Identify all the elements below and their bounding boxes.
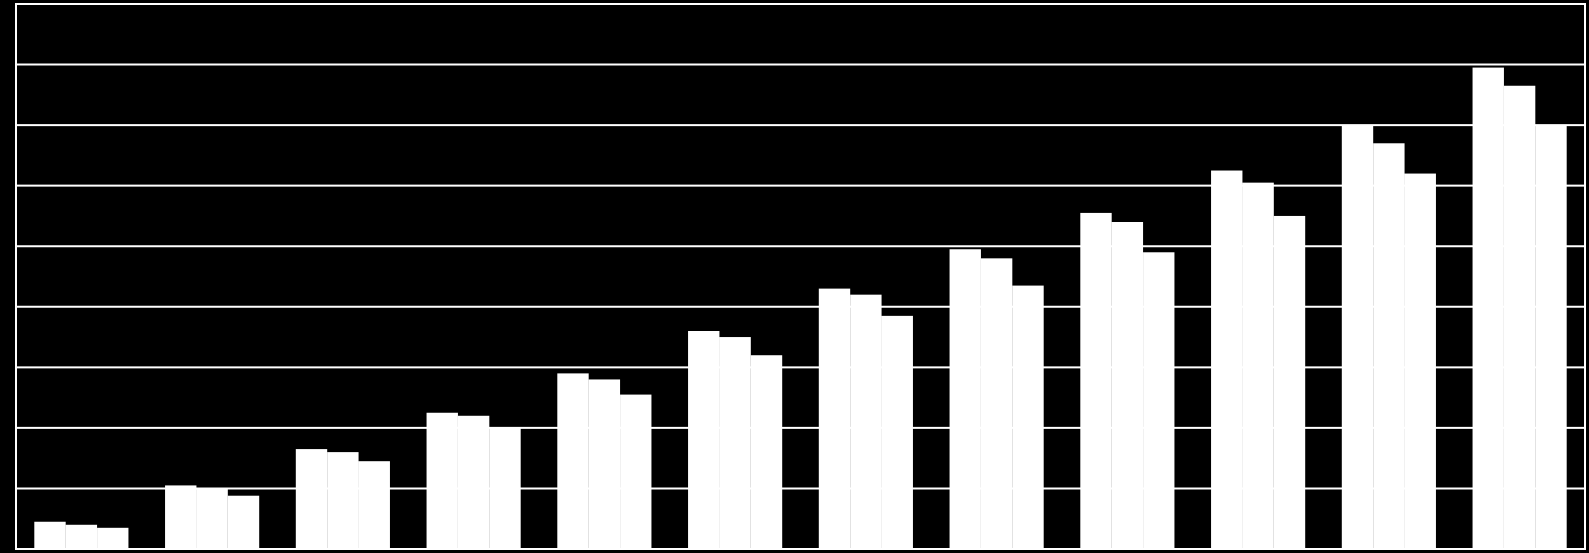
bar [1012,286,1043,549]
bar [296,449,327,549]
bar [1143,252,1174,549]
bar [1274,216,1305,549]
bar [458,416,489,549]
bar [557,373,588,549]
bar [1242,183,1273,549]
bar [1342,125,1373,549]
bar [359,461,390,549]
bar [981,258,1012,549]
bar [97,528,128,549]
bar [327,452,358,549]
bar [819,289,850,549]
bar [1473,68,1504,549]
bar [589,379,620,549]
bar [688,331,719,549]
bar [882,316,913,549]
bar [719,337,750,549]
bar [751,355,782,549]
bar [66,525,97,549]
bar [1211,171,1242,549]
bar [850,295,881,549]
bar [950,249,981,549]
bar [1373,143,1404,549]
bar [1405,174,1436,549]
bar [620,395,651,549]
bar [1112,222,1143,549]
bar [1535,125,1566,549]
bar [34,522,65,549]
bar [228,496,259,549]
bar [165,485,196,549]
bar [1504,86,1535,549]
bar-chart [0,0,1589,553]
bar [489,428,520,549]
bar [196,488,227,549]
bar [427,413,458,549]
bar [1080,213,1111,549]
